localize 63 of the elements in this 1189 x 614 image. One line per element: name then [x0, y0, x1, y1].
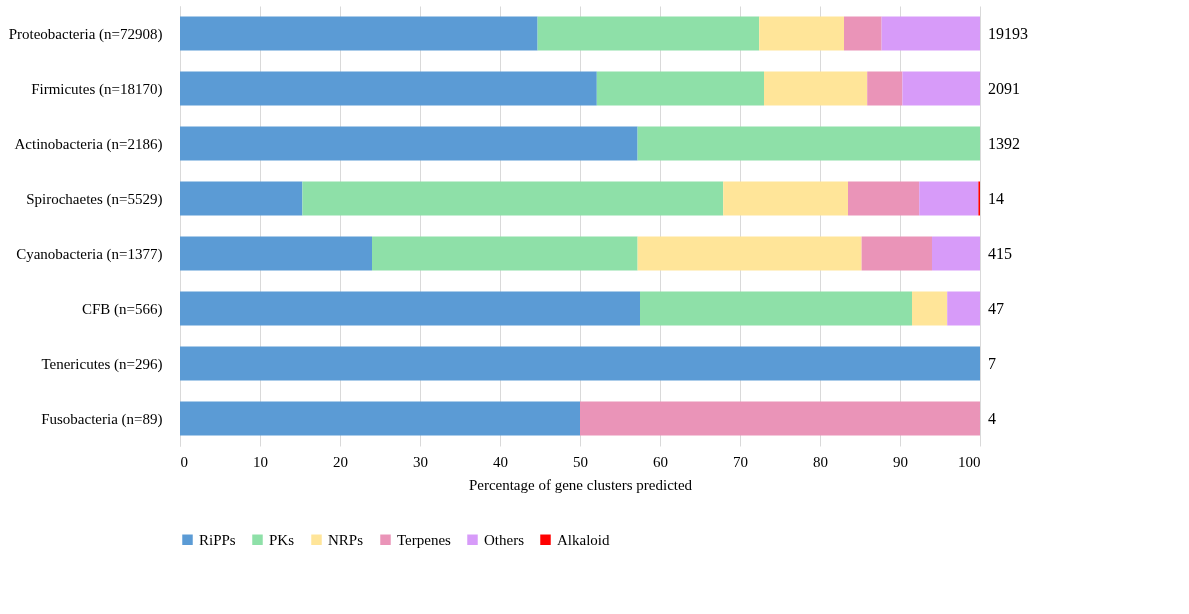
y-tick-label: Proteobacteria (n=72908) — [8, 25, 163, 43]
text: 47 — [988, 299, 1004, 317]
bar — [848, 181, 920, 216]
text: 14 — [988, 189, 1004, 207]
bar — [180, 126, 638, 161]
bar — [861, 236, 932, 271]
legend-label: Others — [484, 531, 525, 548]
bar — [947, 291, 980, 326]
text: 7 — [988, 354, 996, 372]
bar — [723, 181, 848, 216]
x-tick-label: 10 — [253, 453, 268, 470]
x-tick-label: 70 — [733, 453, 748, 470]
bar — [932, 236, 980, 271]
bar — [844, 16, 882, 51]
y-tick-label: Spirochaetes (n=5529) — [26, 190, 163, 208]
x-tick-label: 90 — [893, 453, 908, 470]
legend-label: NRPs — [328, 531, 364, 548]
x-tick-label: 80 — [813, 453, 828, 470]
bar — [867, 71, 903, 106]
bar — [596, 71, 764, 106]
bar — [180, 181, 303, 216]
x-tick-label: 20 — [333, 453, 348, 470]
bar — [180, 16, 538, 51]
bar — [180, 346, 980, 381]
bar — [919, 181, 979, 216]
x-tick-label: 50 — [573, 453, 588, 470]
y-tick-label: Tenericutes (n=296) — [41, 355, 163, 373]
bar — [580, 401, 980, 436]
x-tick-label: 30 — [413, 453, 428, 470]
bar — [764, 71, 868, 106]
x-tick-label: 0 — [180, 453, 188, 470]
legend-label: PKs — [269, 531, 295, 548]
bar — [637, 236, 862, 271]
x-tick-label: 60 — [653, 453, 668, 470]
bar — [180, 401, 580, 436]
x-tick-label: 40 — [493, 453, 508, 470]
bar — [180, 236, 372, 271]
bar — [372, 236, 638, 271]
bar — [881, 16, 980, 51]
bar — [302, 181, 724, 216]
legend-label: Alkaloid — [557, 531, 610, 548]
bar — [912, 291, 948, 326]
y-tick-label: Cyanobacteria (n=1377) — [16, 245, 163, 263]
y-tick-label: Fusobacteria (n=89) — [41, 410, 163, 428]
y-tick-label: Actinobacteria (n=2186) — [14, 135, 163, 153]
legend-label: RiPPs — [199, 531, 236, 548]
text: 4 — [988, 409, 996, 427]
x-axis-title: Percentage of gene clusters predicted — [468, 476, 693, 493]
text: 415 — [988, 244, 1012, 262]
x-tick-label: 100 — [958, 453, 981, 470]
bar — [537, 16, 760, 51]
bar — [637, 126, 980, 161]
y-tick-label: Firmicutes (n=18170) — [31, 80, 163, 98]
bar — [640, 291, 912, 326]
y-tick-label: CFB (n=566) — [81, 300, 163, 318]
bar — [180, 71, 597, 106]
text: 1392 — [988, 134, 1020, 152]
text: 2091 — [988, 79, 1020, 97]
bar — [902, 71, 980, 106]
bar — [180, 291, 640, 326]
bar — [759, 16, 844, 51]
text: 19193 — [988, 24, 1028, 42]
legend-label: Terpenes — [397, 531, 452, 548]
